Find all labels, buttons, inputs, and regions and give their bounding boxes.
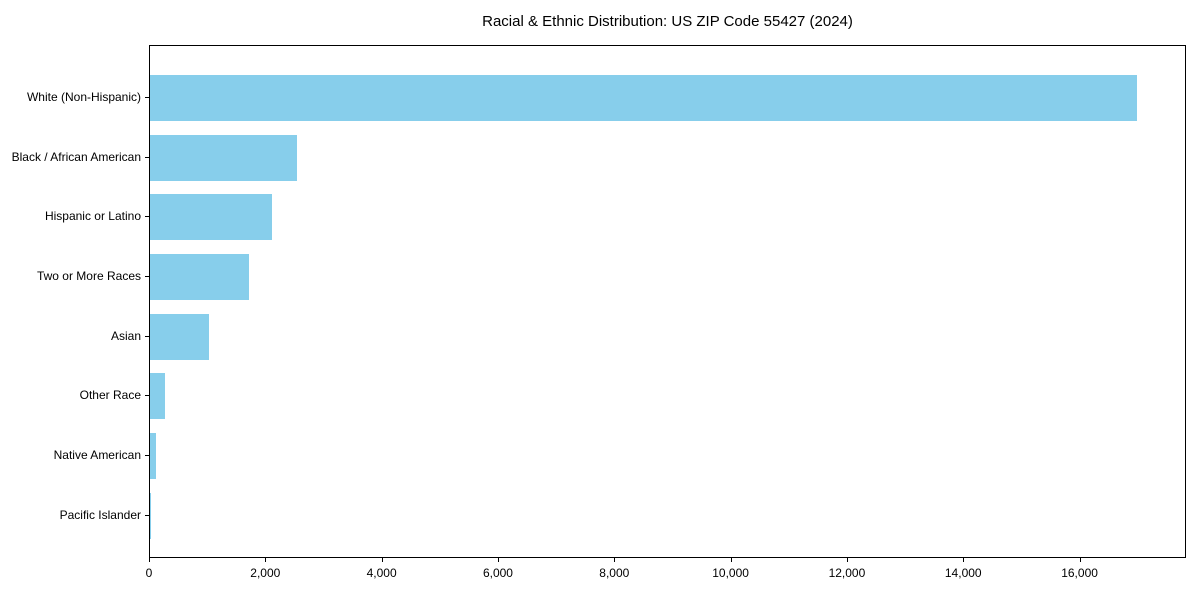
bar [150,134,297,181]
bar [150,433,156,480]
x-tick-label: 10,000 [712,566,749,580]
y-tick-label: Asian [110,328,141,343]
bar [150,373,166,420]
x-tick-label: 16,000 [1061,566,1098,580]
x-tick-mark [846,558,848,562]
x-tick-label: 14,000 [944,566,982,580]
x-tick-label: 8,000 [599,566,630,580]
x-tick-label: 0 [145,566,153,580]
y-tick-mark [145,216,149,218]
y-tick-label: Two or More Races [36,269,141,283]
x-tick-label: 12,000 [828,566,866,580]
x-tick-mark [963,558,965,562]
x-tick-mark [149,558,150,562]
y-tick-label: Black / African American [11,149,141,164]
x-tick-label: 4,000 [366,566,397,580]
y-tick-label: White (Non-Hispanic) [26,90,141,104]
y-tick-label: Other Race [79,388,141,403]
y-tick-label: Native American [53,448,141,463]
y-tick-mark [145,514,149,516]
x-tick-mark [265,558,267,562]
x-tick-mark [614,558,616,562]
y-tick-mark [145,276,149,277]
y-tick-label: Hispanic or Latino [44,209,141,224]
x-tick-mark [497,558,499,562]
x-tick-label: 6,000 [482,566,513,580]
y-tick-mark [145,335,149,337]
y-tick-mark [145,395,149,397]
y-tick-mark [145,455,149,457]
x-tick-mark [730,558,732,562]
y-tick-label: Pacific Islander [59,507,141,522]
bar [150,194,272,241]
chart-title: Racial & Ethnic Distribution: US ZIP Cod… [482,13,853,30]
y-tick-mark [145,97,149,98]
x-tick-mark [1079,558,1081,562]
bar [150,254,250,300]
y-tick-mark [145,156,149,158]
bar [150,75,1137,121]
bar [150,492,151,539]
plot-area [149,45,1186,558]
x-tick-mark [381,558,383,562]
bar [150,313,210,360]
x-tick-label: 2,000 [250,566,281,580]
